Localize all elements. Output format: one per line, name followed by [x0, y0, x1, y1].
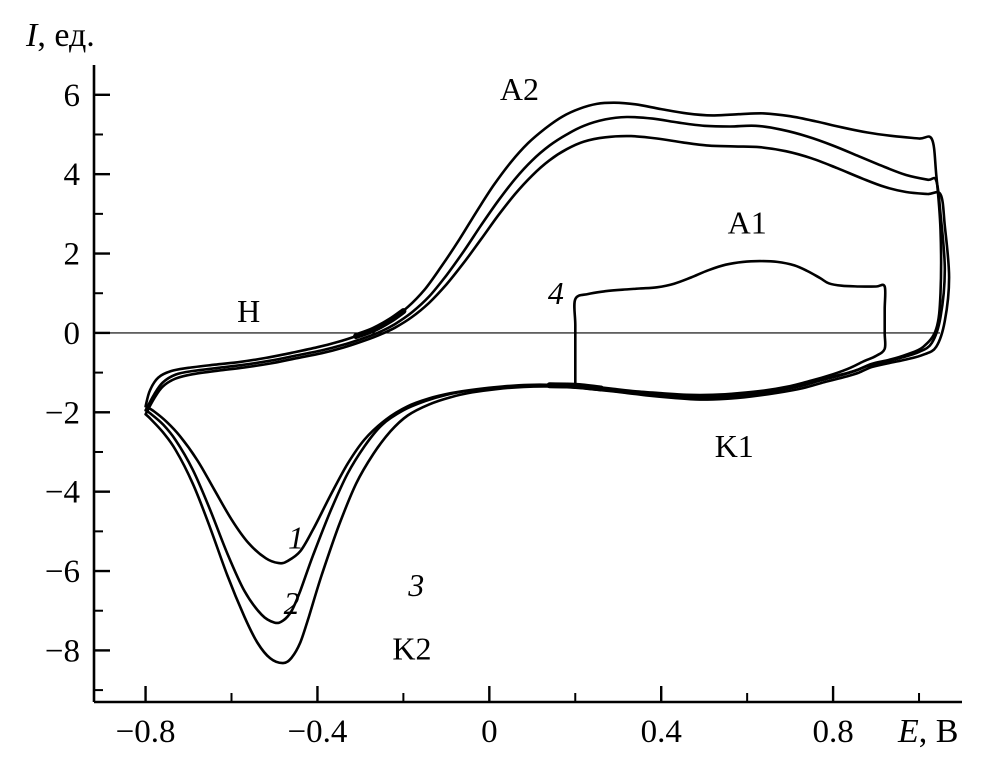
- y-tick-label: 2: [64, 237, 81, 273]
- annotation-1: 1: [288, 519, 304, 555]
- x-tick-label: 0.4: [641, 714, 682, 750]
- x-tick-label: 0.8: [812, 714, 853, 750]
- x-tick-label: 0: [481, 714, 498, 750]
- x-axis-title: E, В: [897, 713, 958, 750]
- emphasis-curve4-start-overlap: [546, 382, 604, 392]
- series-curve-2: [144, 115, 947, 625]
- annotation-K1: K1: [715, 428, 754, 464]
- x-tick-label: −0.8: [116, 714, 176, 750]
- emphasis-h-region-overlap: [353, 308, 407, 340]
- annotation-2: 2: [284, 585, 300, 621]
- y-tick-label: −4: [45, 475, 80, 511]
- x-tick-label: −0.4: [288, 714, 348, 750]
- y-tick-label: −8: [45, 633, 80, 669]
- series-curve-4: [573, 259, 887, 397]
- annotation-A2: A2: [500, 71, 539, 107]
- y-tick-label: 0: [64, 316, 81, 352]
- series-curve-3: [144, 134, 951, 665]
- annotation-4: 4: [548, 275, 564, 311]
- y-tick-label: 6: [64, 78, 81, 114]
- y-axis-title: I, ед.: [25, 17, 95, 54]
- annotation-K2: K2: [392, 630, 431, 666]
- series-curve-1: [144, 101, 943, 565]
- y-tick-label: 4: [64, 157, 81, 193]
- annotation-H: H: [237, 293, 260, 329]
- y-tick-label: −2: [45, 395, 80, 431]
- annotation-A1: A1: [728, 205, 767, 241]
- y-tick-label: −6: [45, 554, 80, 590]
- annotation-3: 3: [407, 567, 424, 603]
